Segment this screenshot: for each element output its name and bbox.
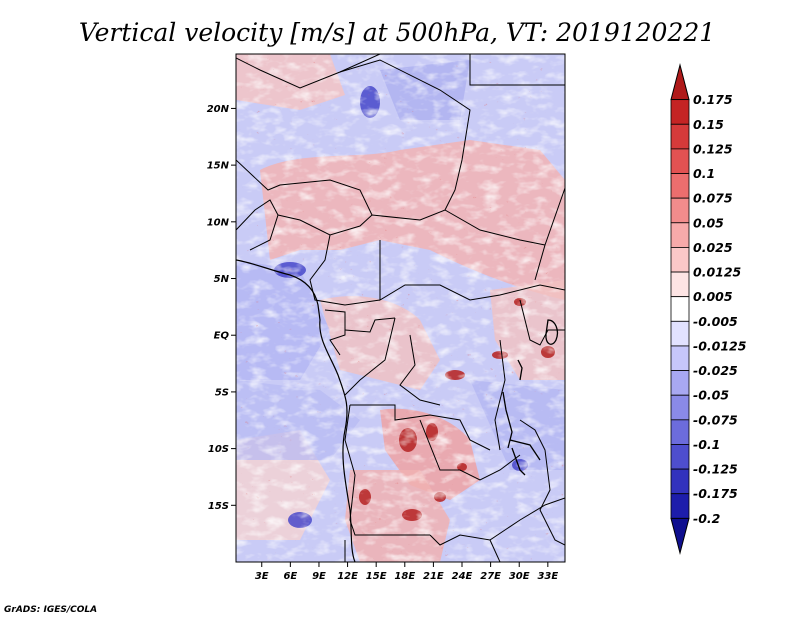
x-tick-label: 24E (452, 571, 473, 582)
lakes (502, 319, 559, 476)
x-tick-label: 30E (509, 571, 530, 582)
coastline (236, 259, 356, 562)
axes: 3E 6E 9E 12E 15E 18E 21E 24E 27E 30E 33E 20N 15N 10N 5… (207, 104, 559, 582)
y-tick-label: 20N (207, 104, 230, 115)
x-tick-label: 21E (423, 571, 444, 582)
colorbar-label: -0.05 (693, 388, 729, 403)
colorbar-swatch (670, 247, 690, 273)
y-tick-label: 10S (208, 444, 229, 455)
colorbar-label: -0.005 (693, 314, 738, 329)
colorbar-swatch (670, 493, 690, 519)
country-borders (236, 54, 565, 562)
colorbar-label: -0.0125 (693, 338, 747, 353)
y-tick-label: 5S (215, 387, 229, 398)
colorbar-label: 0.15 (693, 117, 724, 132)
colorbar-swatch (670, 99, 690, 125)
colorbar-label: 0.05 (693, 215, 724, 230)
colorbar-swatch (670, 271, 690, 298)
colorbar-label: 0.125 (693, 141, 733, 156)
velocity-field (236, 54, 565, 562)
colorbar-swatch (670, 222, 690, 248)
colorbar-label: -0.175 (693, 486, 738, 501)
colorbar-swatch (670, 370, 690, 396)
colorbar-swatch (670, 394, 690, 421)
colorbar-label: 0.075 (693, 191, 733, 206)
colorbar-label: 0.0125 (693, 265, 742, 280)
x-tick-label: 27E (480, 571, 501, 582)
chart-title: Vertical velocity [m/s] at 500hPa, VT: 2… (79, 18, 715, 47)
colorbar-swatch (670, 148, 690, 174)
x-tick-label: 18E (394, 571, 415, 582)
colorbar-arrow-top (670, 63, 690, 101)
colorbar-swatch (670, 320, 690, 347)
x-tick-label: 33E (537, 571, 558, 582)
colorbar-label: -0.025 (693, 363, 738, 378)
colorbar-label: -0.1 (693, 437, 720, 452)
colorbar-label: -0.125 (693, 462, 738, 477)
x-tick-label: 12E (337, 571, 358, 582)
colorbar-label: 0.005 (693, 289, 733, 304)
plot-frame (235, 53, 566, 563)
x-tick-label: 6E (283, 571, 297, 582)
x-tick-label: 15E (366, 571, 387, 582)
y-tick-label: 15N (207, 161, 230, 172)
y-tick-label: 15S (208, 501, 229, 512)
colorbar-label: -0.2 (693, 511, 720, 526)
colorbar-swatch (670, 123, 690, 150)
colorbar-label: 0.025 (693, 240, 733, 255)
colorbar: 0.175 0.15 0.125 0.1 0.075 0.05 0.025 0.0125 0.0… (670, 63, 747, 555)
colorbar-swatch (670, 468, 690, 495)
colorbar-swatch (670, 173, 690, 199)
colorbar-label: 0.175 (693, 92, 733, 107)
y-tick-label: EQ (214, 331, 230, 342)
y-tick-label: 5N (214, 274, 230, 285)
y-tick-label: 10N (207, 217, 230, 228)
colorbar-swatch (670, 419, 690, 445)
credit-label: GrADS: IGES/COLA (4, 605, 97, 615)
colorbar-label: 0.1 (693, 166, 715, 181)
x-tick-label: 3E (255, 571, 269, 582)
colorbar-swatch (670, 444, 690, 470)
colorbar-arrow-bottom (670, 517, 690, 555)
colorbar-label: -0.075 (693, 412, 738, 427)
colorbar-swatch (670, 296, 690, 322)
colorbar-swatch (670, 197, 690, 224)
colorbar-swatch (670, 345, 690, 371)
x-tick-label: 9E (312, 571, 326, 582)
